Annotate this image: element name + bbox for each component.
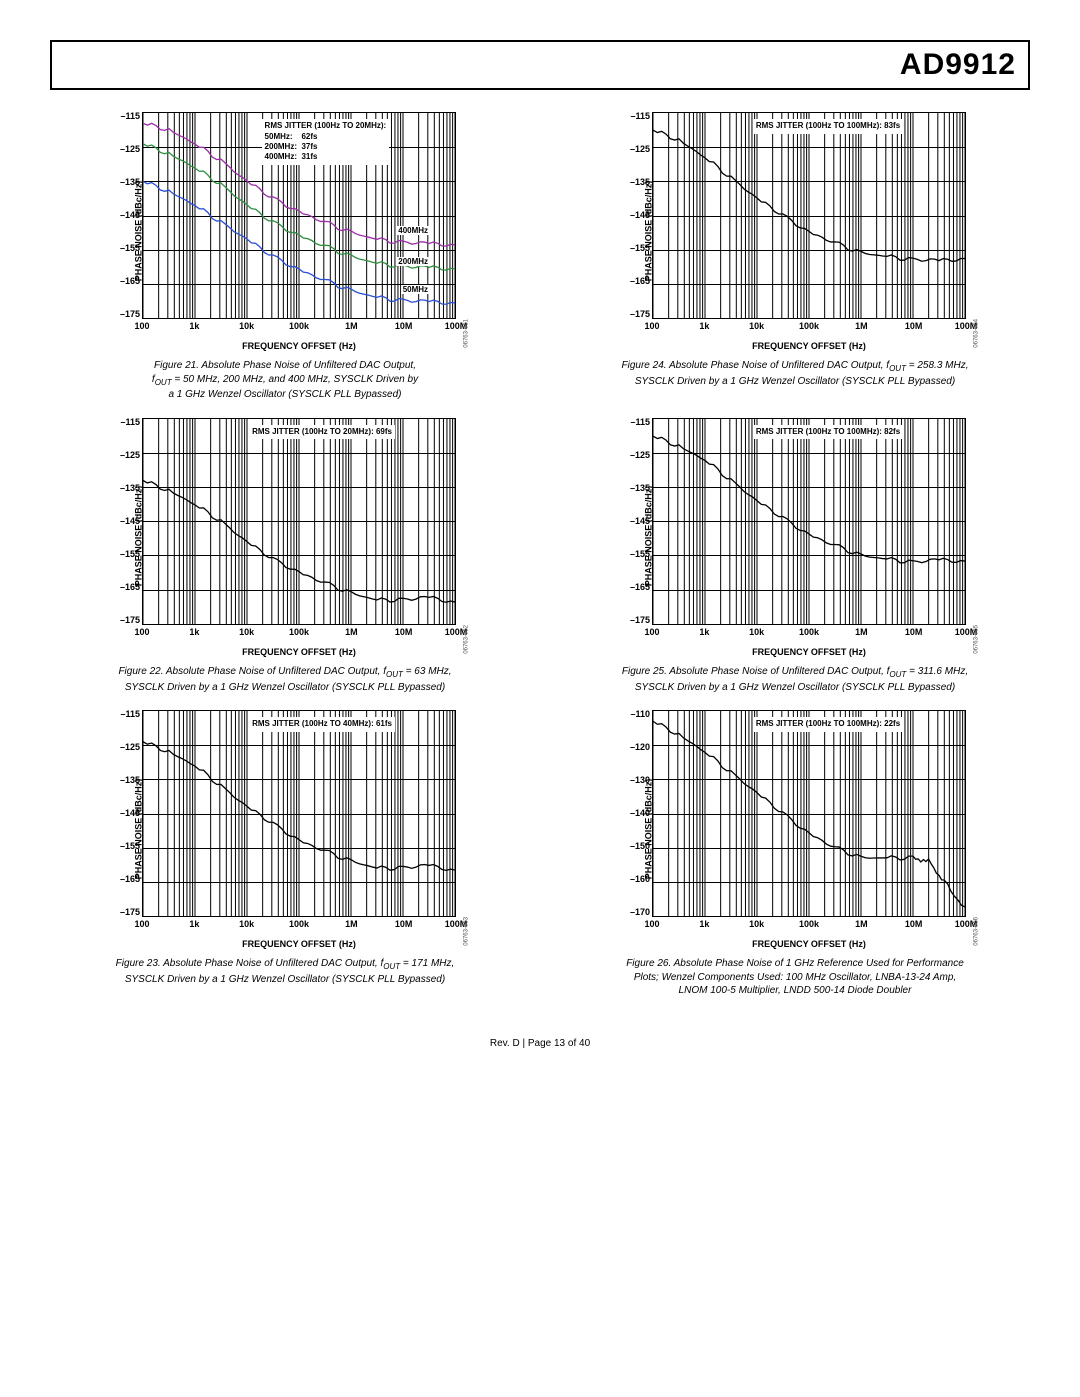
figure-caption: Figure 25. Absolute Phase Noise of Unfil… — [622, 665, 968, 694]
image-code: 06763-054 — [974, 319, 980, 348]
plot-area: RMS JITTER (100Hz TO 100MHz): 82fs — [652, 418, 966, 625]
x-ticks: 1001k10k100k1M10M100M — [652, 919, 966, 933]
charts-grid: –115–125–135–145–155–165–175PHASE NOISE … — [50, 108, 1030, 998]
series-label: 50MHz — [401, 285, 430, 294]
figure-caption: Figure 22. Absolute Phase Noise of Unfil… — [118, 665, 451, 694]
chart-fig26: –110–120–130–140–150–160–170PHASE NOISE … — [560, 706, 1030, 998]
figure-caption: Figure 21. Absolute Phase Noise of Unfil… — [152, 359, 418, 402]
x-axis-label: FREQUENCY OFFSET (Hz) — [652, 341, 966, 351]
chart-frame: –115–125–135–145–155–165–175PHASE NOISE … — [90, 108, 480, 353]
chart-frame: –115–125–135–145–155–165–175PHASE NOISE … — [90, 414, 480, 659]
legend-box: RMS JITTER (100Hz TO 100MHz): 82fs — [753, 425, 903, 439]
plot-area: RMS JITTER (100Hz TO 100MHz): 83fs — [652, 112, 966, 319]
image-code: 06763-055 — [974, 625, 980, 654]
chart-frame: –110–120–130–140–150–160–170PHASE NOISE … — [600, 706, 990, 951]
chart-frame: –115–125–135–145–155–165–175PHASE NOISE … — [90, 706, 480, 951]
legend-box: RMS JITTER (100Hz TO 20MHz):50MHz: 62fs2… — [262, 119, 390, 165]
legend-box: RMS JITTER (100Hz TO 100MHz): 22fs — [753, 717, 903, 731]
x-axis-label: FREQUENCY OFFSET (Hz) — [652, 939, 966, 949]
image-code: 06763-052 — [464, 625, 470, 654]
x-ticks: 1001k10k100k1M10M100M — [142, 919, 456, 933]
part-number: AD9912 — [64, 48, 1016, 82]
x-ticks: 1001k10k100k1M10M100M — [652, 627, 966, 641]
series-label: 400MHz — [396, 226, 430, 235]
chart-frame: –115–125–135–145–155–165–175PHASE NOISE … — [600, 414, 990, 659]
x-axis-label: FREQUENCY OFFSET (Hz) — [142, 647, 456, 657]
chart-fig25: –115–125–135–145–155–165–175PHASE NOISE … — [560, 414, 1030, 694]
legend-box: RMS JITTER (100Hz TO 20MHz): 69fs — [249, 425, 395, 439]
x-axis-label: FREQUENCY OFFSET (Hz) — [142, 939, 456, 949]
page-footer: Rev. D | Page 13 of 40 — [50, 1038, 1030, 1049]
x-ticks: 1001k10k100k1M10M100M — [142, 321, 456, 335]
image-code: 06763-051 — [464, 319, 470, 348]
figure-caption: Figure 23. Absolute Phase Noise of Unfil… — [116, 957, 455, 986]
header-box: AD9912 — [50, 40, 1030, 90]
series-label: 200MHz — [396, 257, 430, 266]
figure-caption: Figure 24. Absolute Phase Noise of Unfil… — [622, 359, 969, 388]
plot-area: RMS JITTER (100Hz TO 20MHz): 69fs — [142, 418, 456, 625]
image-code: 06763-053 — [464, 917, 470, 946]
x-ticks: 1001k10k100k1M10M100M — [652, 321, 966, 335]
x-axis-label: FREQUENCY OFFSET (Hz) — [142, 341, 456, 351]
legend-box: RMS JITTER (100Hz TO 100MHz): 83fs — [753, 119, 903, 133]
legend-box: RMS JITTER (100Hz TO 40MHz): 61fs — [249, 717, 395, 731]
plot-area: RMS JITTER (100Hz TO 100MHz): 22fs — [652, 710, 966, 917]
image-code: 06763-056 — [974, 917, 980, 946]
chart-fig22: –115–125–135–145–155–165–175PHASE NOISE … — [50, 414, 520, 694]
chart-fig21: –115–125–135–145–155–165–175PHASE NOISE … — [50, 108, 520, 402]
plot-area: RMS JITTER (100Hz TO 40MHz): 61fs — [142, 710, 456, 917]
figure-caption: Figure 26. Absolute Phase Noise of 1 GHz… — [626, 957, 964, 998]
chart-frame: –115–125–135–145–155–165–175PHASE NOISE … — [600, 108, 990, 353]
plot-area: 400MHz 200MHz 50MHz RMS JITTER (100Hz TO 20… — [142, 112, 456, 319]
chart-fig24: –115–125–135–145–155–165–175PHASE NOISE … — [560, 108, 1030, 402]
chart-fig23: –115–125–135–145–155–165–175PHASE NOISE … — [50, 706, 520, 998]
x-axis-label: FREQUENCY OFFSET (Hz) — [652, 647, 966, 657]
x-ticks: 1001k10k100k1M10M100M — [142, 627, 456, 641]
